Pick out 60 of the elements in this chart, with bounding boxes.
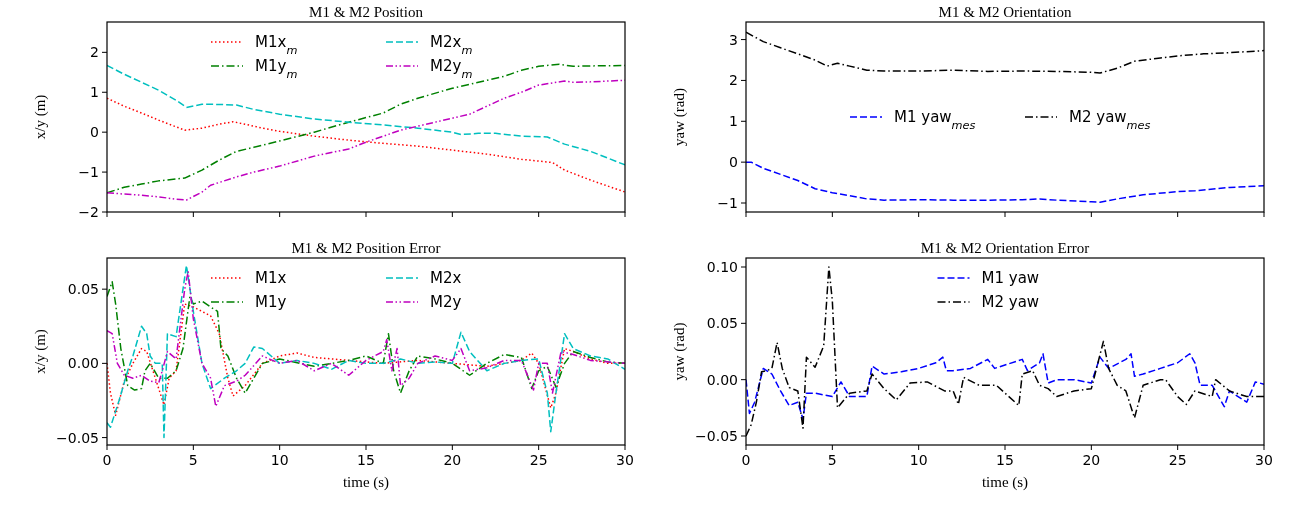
legend-label: M1x (255, 269, 287, 287)
x-tick-label: 30 (1255, 452, 1273, 468)
y-tick-label: 1 (729, 113, 738, 130)
legend-label: M2y (430, 293, 462, 311)
y-tick-label: 0 (729, 154, 738, 171)
x-tick-label: 5 (827, 452, 837, 468)
x-tick-label: 0 (102, 452, 112, 468)
legend-label: M2x$_{m}$ (430, 33, 473, 57)
chart-title: M1 & M2 Orientation Error (920, 240, 1090, 256)
y-tick-label: 0.00 (67, 355, 99, 372)
y-tick-label: 0 (90, 124, 99, 141)
y-tick-label: 0.05 (67, 281, 99, 298)
chart-title: M1 & M2 Orientation (938, 4, 1072, 20)
line-series (746, 353, 1264, 420)
y-tick-label: −0.05 (56, 429, 99, 446)
y-tick-label: −2 (78, 204, 99, 220)
y-tick-label: 1 (90, 84, 99, 101)
legend-label: M1y (255, 293, 287, 311)
y-tick-label: 3 (729, 31, 738, 48)
x-tick-label: 10 (909, 452, 928, 468)
x-tick-label: 20 (1082, 452, 1101, 468)
y-tick-label: −1 (717, 195, 738, 212)
x-tick-label: 20 (443, 452, 462, 468)
chart-title: M1 & M2 Position (309, 4, 424, 20)
line-series (107, 79, 625, 201)
y-tick-label: −0.05 (695, 427, 738, 444)
line-series (107, 97, 625, 193)
y-tick-label: −1 (78, 164, 99, 181)
legend-label: M2 yaw$_{mes}$ (1069, 108, 1151, 132)
legend-label: M2 yaw (981, 293, 1040, 311)
line-series (746, 161, 1264, 203)
x-axis-title: time (s) (342, 474, 390, 491)
legend-label: M2x (430, 269, 462, 287)
x-tick-label: 5 (188, 452, 198, 468)
legend-label: M1y$_{m}$ (255, 57, 298, 81)
y-axis-title: x/y (m) (32, 329, 49, 374)
line-series (107, 264, 625, 439)
y-tick-label: 2 (729, 72, 738, 89)
legend-label: M1 yaw (981, 269, 1040, 287)
x-tick-label: 30 (616, 452, 634, 468)
y-tick-label: 0.05 (706, 315, 738, 332)
x-tick-label: 15 (357, 452, 375, 468)
legend-label: M1x$_{m}$ (255, 33, 298, 57)
line-series (107, 281, 625, 394)
x-tick-label: 25 (1168, 452, 1187, 468)
legend-label: M1 yaw$_{mes}$ (894, 108, 976, 132)
y-tick-label: 0.00 (706, 371, 738, 388)
x-tick-label: 0 (741, 452, 751, 468)
y-tick-label: 0.10 (706, 259, 738, 276)
x-tick-label: 10 (270, 452, 289, 468)
y-axis-title: x/y (m) (32, 94, 49, 140)
y-axis-title: yaw (rad) (671, 88, 688, 146)
line-series (107, 270, 625, 408)
legend-label: M2y$_{m}$ (430, 57, 473, 81)
y-tick-label: 2 (90, 44, 99, 61)
x-axis-title: time (s) (981, 474, 1029, 491)
x-tick-label: 15 (996, 452, 1014, 468)
y-axis-title: yaw (rad) (671, 322, 688, 381)
x-tick-label: 25 (529, 452, 548, 468)
chart-title: M1 & M2 Position Error (291, 240, 441, 256)
